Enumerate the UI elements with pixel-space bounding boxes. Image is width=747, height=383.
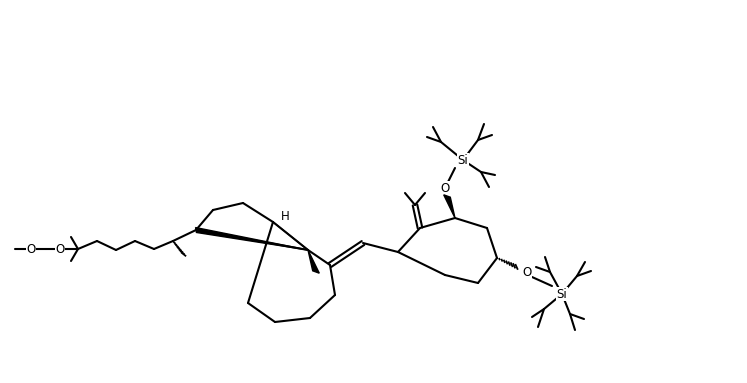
- Text: O: O: [441, 182, 450, 195]
- Polygon shape: [273, 222, 308, 250]
- Text: O: O: [55, 242, 65, 255]
- Text: O: O: [26, 242, 36, 255]
- Text: Si: Si: [458, 154, 468, 167]
- Text: H: H: [281, 210, 289, 223]
- Polygon shape: [444, 195, 455, 218]
- Polygon shape: [196, 228, 308, 250]
- Polygon shape: [308, 250, 319, 273]
- Text: Si: Si: [557, 288, 568, 301]
- Text: O: O: [522, 265, 532, 278]
